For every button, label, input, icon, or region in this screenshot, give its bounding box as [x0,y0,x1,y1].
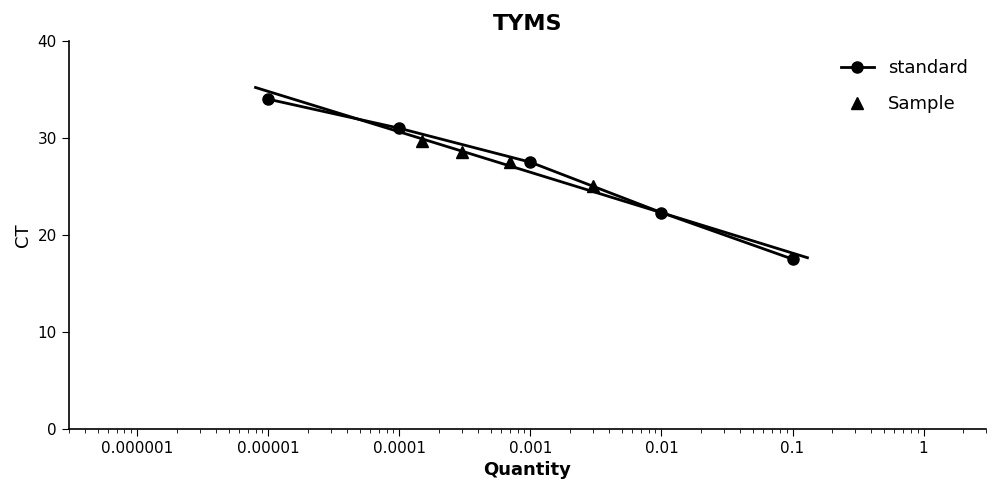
Line: standard: standard [263,94,798,265]
Sample [416,138,428,144]
Sample [456,149,468,155]
standard [524,159,536,165]
Line: Sample: Sample [417,135,598,192]
Sample [587,183,599,189]
Y-axis label: CT: CT [14,223,32,246]
standard [655,210,667,215]
standard [787,256,799,262]
Sample [504,159,516,165]
standard [393,125,405,131]
standard [262,96,274,102]
X-axis label: Quantity: Quantity [483,461,571,479]
Legend: standard, Sample: standard, Sample [832,50,977,122]
Title: TYMS: TYMS [493,14,562,34]
